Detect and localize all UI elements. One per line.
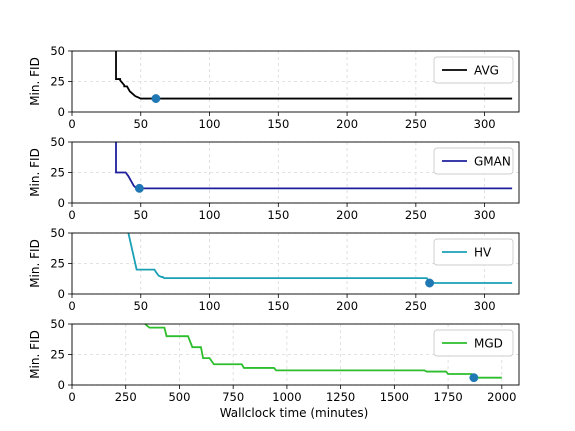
x-tick-label: 50: [133, 299, 148, 313]
legend-label: HV: [474, 246, 492, 260]
x-tick-label: 150: [267, 117, 289, 131]
series-line-hv: [127, 233, 513, 284]
y-tick-label: 25: [50, 166, 65, 180]
x-tick-label: 0: [68, 390, 75, 404]
legend-box: [433, 147, 514, 175]
x-axis-label: Wallclock time (minutes): [220, 406, 369, 420]
x-tick-label: 300: [474, 299, 496, 313]
y-tick-label: 0: [58, 378, 65, 392]
legend-box: [433, 329, 514, 357]
min-fid-marker: [151, 94, 161, 104]
x-tick-label: 50: [133, 117, 148, 131]
x-tick-label: 1500: [380, 390, 409, 404]
x-tick-label: 750: [222, 390, 244, 404]
x-tick-label: 150: [267, 208, 289, 222]
y-tick-label: 50: [50, 44, 65, 58]
x-tick-label: 50: [133, 208, 148, 222]
x-tick-label: 0: [68, 117, 75, 131]
x-tick-label: 300: [474, 208, 496, 222]
x-tick-label: 100: [199, 299, 221, 313]
x-tick-label: 250: [405, 208, 427, 222]
legend-label: AVG: [474, 64, 499, 78]
y-tick-label: 50: [50, 226, 65, 240]
x-tick-label: 250: [405, 117, 427, 131]
x-tick-label: 1000: [272, 390, 301, 404]
x-tick-label: 500: [168, 390, 190, 404]
x-tick-label: 1250: [326, 390, 355, 404]
legend-box: [433, 56, 514, 84]
legend: AVG: [433, 56, 514, 84]
legend: HV: [433, 238, 514, 266]
y-tick-label: 0: [58, 105, 65, 119]
min-fid-marker: [134, 183, 144, 193]
min-fid-marker: [425, 278, 435, 288]
x-tick-label: 0: [68, 208, 75, 222]
legend: GMAN: [433, 147, 514, 175]
x-tick-label: 200: [336, 208, 358, 222]
panel-4: 0 250 500 750 1000 1250 1500 1750 2000 0 25 50 Min. …: [28, 317, 520, 404]
panel-2: 0 50 100 150 200 250 300 0 25 50 Min. FID GMAN: [28, 135, 520, 222]
series-line-avg: [115, 51, 513, 100]
x-tick-label: 0: [68, 299, 75, 313]
y-tick-label: 25: [50, 75, 65, 89]
y-axis-label: Min. FID: [28, 239, 42, 288]
y-tick-label: 50: [50, 317, 65, 331]
x-tick-label: 250: [115, 390, 137, 404]
panel-1: 0 50 100 150 200 250 300 0 25 50 Min. FID AVG: [28, 44, 520, 131]
y-axis-label: Min. FID: [28, 330, 42, 379]
x-tick-label: 300: [474, 117, 496, 131]
y-tick-label: 0: [58, 287, 65, 301]
x-tick-label: 200: [336, 117, 358, 131]
min-fid-marker: [469, 373, 479, 383]
series-line-mgd: [144, 324, 502, 379]
x-tick-label: 2000: [487, 390, 516, 404]
legend-label: GMAN: [474, 155, 511, 169]
x-tick-label: 1750: [433, 390, 462, 404]
x-tick-label: 200: [336, 299, 358, 313]
y-tick-label: 50: [50, 135, 65, 149]
y-axis-label: Min. FID: [28, 148, 42, 197]
x-tick-label: 100: [199, 208, 221, 222]
x-tick-label: 150: [267, 299, 289, 313]
x-tick-label: 250: [405, 299, 427, 313]
legend-box: [433, 238, 514, 266]
panel-3: 0 50 100 150 200 250 300 0 25 50 Min. FID HV: [28, 226, 520, 313]
y-axis-label: Min. FID: [28, 57, 42, 106]
legend: MGD: [433, 329, 514, 357]
legend-label: MGD: [474, 337, 503, 351]
y-tick-label: 25: [50, 348, 65, 362]
y-tick-label: 25: [50, 257, 65, 271]
y-tick-label: 0: [58, 196, 65, 210]
x-tick-label: 100: [199, 117, 221, 131]
